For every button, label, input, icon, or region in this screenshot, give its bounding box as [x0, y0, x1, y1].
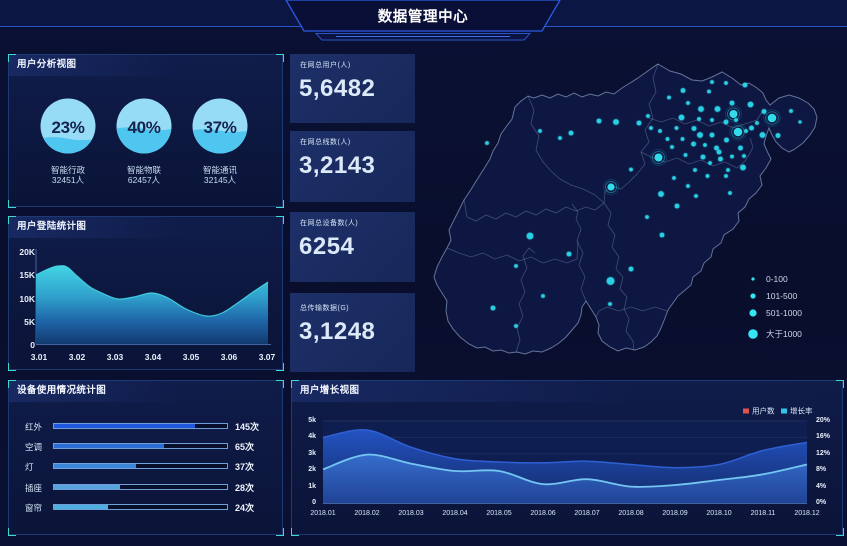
svg-text:数据管理中心: 数据管理中心: [378, 8, 469, 26]
svg-text:501-1000: 501-1000: [766, 308, 802, 318]
svg-text:0-100: 0-100: [766, 274, 788, 284]
svg-text:101-500: 101-500: [766, 291, 797, 301]
svg-text:大于1000: 大于1000: [766, 329, 802, 339]
svg-text:增长率: 增长率: [790, 406, 813, 416]
svg-text:37%: 37%: [203, 118, 236, 137]
svg-text:23%: 23%: [51, 118, 84, 137]
svg-text:用户数: 用户数: [752, 406, 775, 416]
svg-text:40%: 40%: [127, 118, 160, 137]
